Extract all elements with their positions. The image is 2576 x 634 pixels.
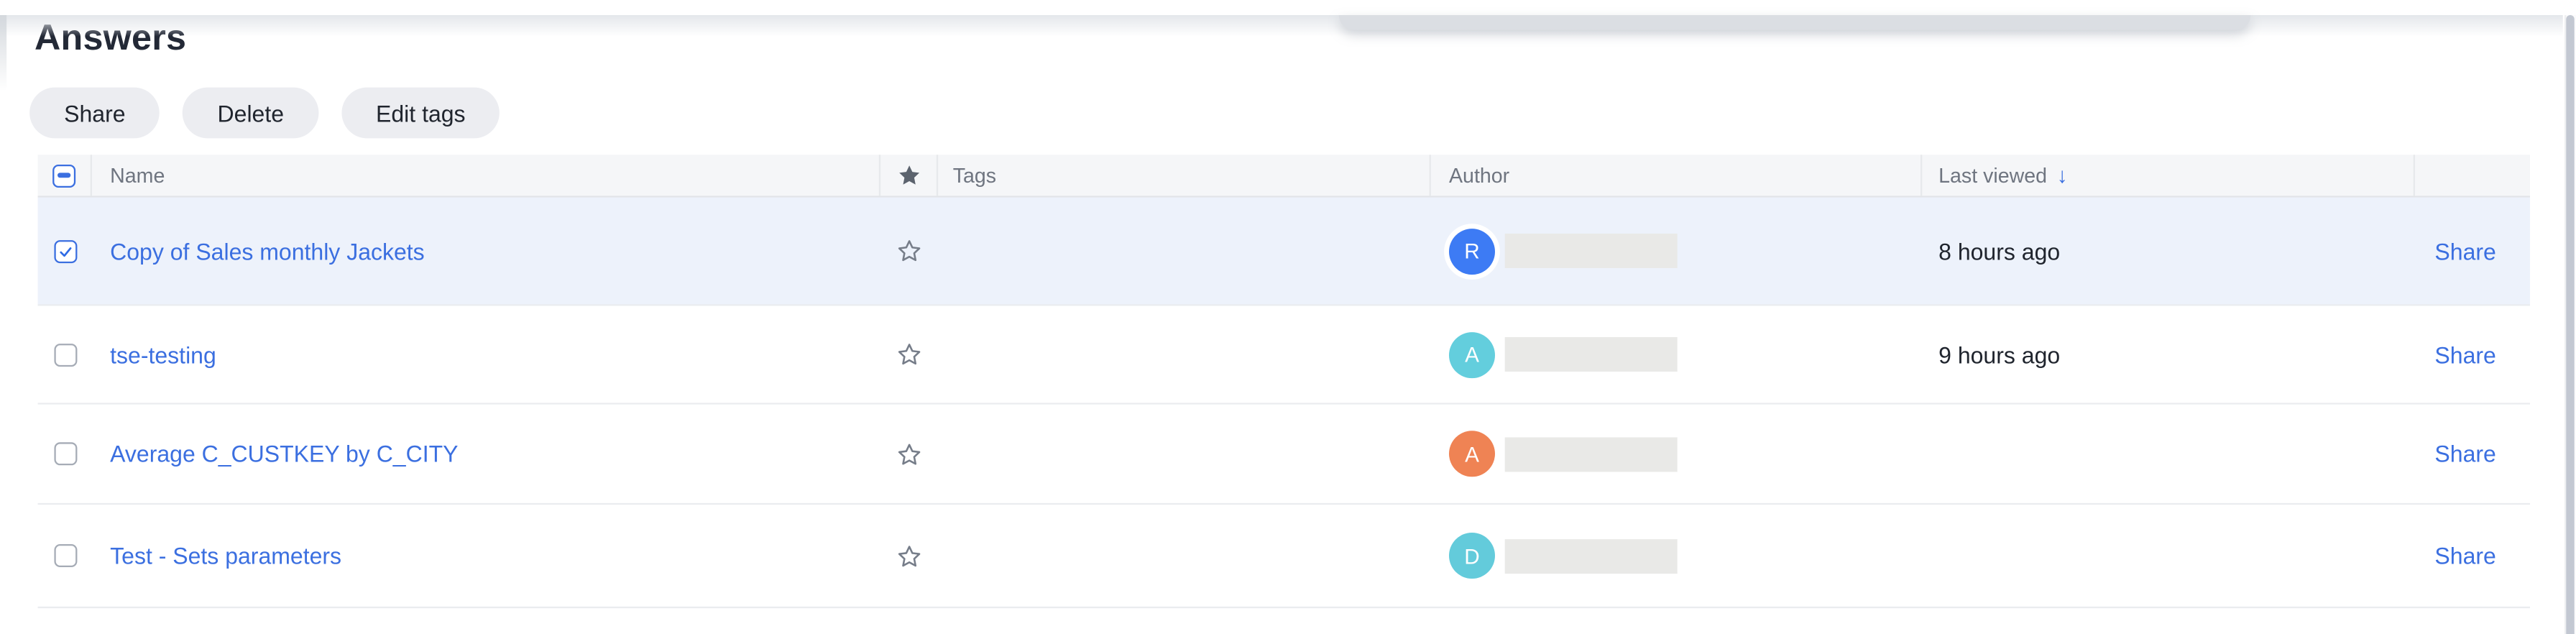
select-all-checkbox[interactable] <box>52 163 76 187</box>
author-name-redacted <box>1504 538 1678 574</box>
row-share-link[interactable]: Share <box>2434 341 2496 368</box>
row-checkbox[interactable] <box>53 544 77 568</box>
favorite-star-icon[interactable] <box>897 543 921 568</box>
last-viewed-cell <box>1922 505 2415 607</box>
author-avatar: A <box>1449 331 1495 377</box>
tags-cell <box>938 405 1431 503</box>
answer-name-link[interactable]: tse-testing <box>110 341 216 368</box>
author-cell: D <box>1431 505 1922 607</box>
table-header-row: Name Tags Author Last viewed ↓ <box>37 155 2531 198</box>
row-checkbox[interactable] <box>53 343 77 367</box>
tags-cell <box>938 505 1431 607</box>
author-avatar: R <box>1449 228 1495 275</box>
tags-cell <box>938 198 1431 305</box>
column-header-favorite[interactable] <box>880 155 939 196</box>
avatar-initial: A <box>1465 441 1479 467</box>
row-share-link[interactable]: Share <box>2434 441 2496 467</box>
author-name-redacted <box>1504 436 1678 472</box>
vertical-scrollbar[interactable] <box>2564 15 2576 634</box>
table-row: tse-testing A 9 hours ago Share <box>37 305 2531 405</box>
page-edge-shadow <box>0 15 7 91</box>
edit-tags-button[interactable]: Edit tags <box>341 87 500 139</box>
header-checkbox-cell <box>38 155 93 196</box>
answer-name-link[interactable]: Average C_CUSTKEY by C_CITY <box>110 441 459 467</box>
answers-page: Answers Share Delete Edit tags Name Tags… <box>0 15 2576 634</box>
last-viewed-cell: 8 hours ago <box>1938 237 2061 265</box>
sort-descending-icon: ↓ <box>2056 162 2068 188</box>
delete-button[interactable]: Delete <box>183 87 319 139</box>
column-header-tags[interactable]: Tags <box>938 155 1431 196</box>
star-filled-icon <box>896 163 921 188</box>
column-header-author[interactable]: Author <box>1431 155 1923 196</box>
author-cell: R <box>1431 198 1922 305</box>
table-row: Copy of Sales monthly Jackets R 8 hours … <box>37 197 2531 306</box>
favorite-star-icon[interactable] <box>897 239 921 263</box>
row-share-link[interactable]: Share <box>2434 542 2496 569</box>
column-header-last-viewed[interactable]: Last viewed ↓ <box>1922 155 2416 196</box>
column-header-actions <box>2415 155 2530 196</box>
avatar-initial: A <box>1465 341 1479 367</box>
answer-name-link[interactable]: Test - Sets parameters <box>110 542 342 569</box>
favorite-star-icon[interactable] <box>897 342 921 367</box>
author-avatar: D <box>1449 533 1495 579</box>
author-name-redacted <box>1504 234 1678 269</box>
answers-table: Name Tags Author Last viewed ↓ Copy o <box>37 155 2531 609</box>
row-checkbox[interactable] <box>53 442 77 466</box>
row-checkbox[interactable] <box>53 239 77 263</box>
author-cell: A <box>1431 405 1922 503</box>
last-viewed-cell: 9 hours ago <box>1938 341 2061 368</box>
author-avatar: A <box>1449 431 1495 477</box>
answer-name-link[interactable]: Copy of Sales monthly Jackets <box>110 237 425 265</box>
avatar-initial: D <box>1464 543 1480 569</box>
share-button[interactable]: Share <box>29 87 160 139</box>
avatar-initial: R <box>1464 238 1480 264</box>
last-viewed-label: Last viewed <box>1938 163 2048 187</box>
author-name-redacted <box>1504 337 1678 372</box>
search-bar-fragment <box>1338 15 2251 30</box>
column-header-name[interactable]: Name <box>92 155 881 196</box>
scrollbar-thumb[interactable] <box>2566 15 2575 634</box>
row-share-link[interactable]: Share <box>2434 237 2496 265</box>
table-row: Average C_CUSTKEY by C_CITY A Share <box>37 404 2531 505</box>
bulk-actions-toolbar: Share Delete Edit tags <box>29 87 2576 139</box>
indeterminate-dash-icon <box>58 173 71 178</box>
author-cell: A <box>1431 306 1922 403</box>
tags-cell <box>938 306 1431 403</box>
table-row: Test - Sets parameters D Share <box>37 505 2531 609</box>
favorite-star-icon[interactable] <box>897 441 921 466</box>
last-viewed-cell <box>1922 405 2415 503</box>
